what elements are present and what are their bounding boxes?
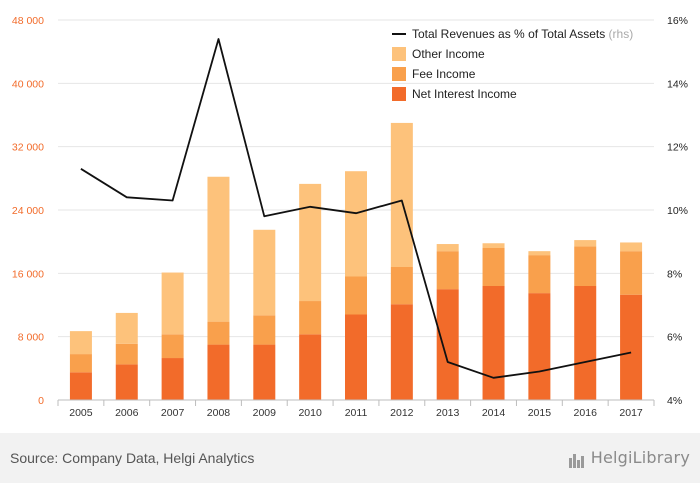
x-tick-label: 2009 <box>253 407 277 419</box>
bar-net-interest-income <box>69 372 92 400</box>
bar-fee-income <box>620 251 643 295</box>
y-right-tick-label: 12% <box>667 142 688 154</box>
bar-other-income <box>161 272 184 335</box>
y-left-tick-label: 40 000 <box>12 78 44 90</box>
bar-net-interest-income <box>436 289 459 400</box>
bar-net-interest-income <box>390 304 413 400</box>
legend-color-swatch <box>392 67 406 81</box>
bar-fee-income <box>436 251 459 290</box>
left-axis: 0 8 000 16 000 24 000 32 000 40 000 48 000 <box>12 15 44 407</box>
x-tick-label: 2017 <box>619 407 643 419</box>
y-left-tick-label: 24 000 <box>12 205 44 217</box>
y-right-tick-label: 10% <box>667 205 688 217</box>
helgi-library-logo[interactable]: HelgiLibrary <box>568 448 690 468</box>
bar-other-income <box>115 312 138 344</box>
bar-net-interest-income <box>253 344 276 400</box>
bar-fee-income <box>390 267 413 305</box>
bar-other-income <box>482 243 505 248</box>
x-tick-label: 2005 <box>69 407 93 419</box>
bar-net-interest-income <box>528 293 551 400</box>
x-tick-label: 2008 <box>207 407 231 419</box>
y-left-tick-label: 48 000 <box>12 15 44 27</box>
bar-net-interest-income <box>620 294 643 400</box>
legend-color-swatch <box>392 47 406 61</box>
bar-net-interest-income <box>345 314 367 400</box>
y-left-tick-label: 8 000 <box>18 332 44 344</box>
legend-color-swatch <box>392 87 406 101</box>
bar-net-interest-income <box>207 344 230 400</box>
y-right-tick-label: 16% <box>667 15 688 27</box>
bar-fee-income <box>574 246 597 286</box>
bar-net-interest-income <box>574 286 597 400</box>
bar-net-interest-income <box>115 364 138 400</box>
legend-label-suffix: (rhs) <box>605 27 633 41</box>
bar-fee-income <box>161 334 184 359</box>
bar-other-income <box>528 251 551 256</box>
bar-fee-income <box>345 276 367 315</box>
x-tick-label: 2016 <box>574 407 598 419</box>
y-left-tick-label: 32 000 <box>12 142 44 154</box>
x-tick-label: 2011 <box>345 407 368 419</box>
legend: Total Revenues as % of Total Assets (rhs… <box>392 27 633 101</box>
bar-other-income <box>69 331 92 355</box>
chart-plot: 0 8 000 16 000 24 000 32 000 40 000 48 000 4% 6… <box>12 15 688 419</box>
bar-other-income <box>253 229 276 316</box>
x-tick-label: 2012 <box>390 407 414 419</box>
logo-text: HelgiLibrary <box>590 448 690 467</box>
y-right-tick-label: 4% <box>667 395 682 407</box>
y-right-tick-label: 8% <box>667 268 682 280</box>
legend-label: Other Income <box>412 47 485 61</box>
x-tick-label: 2014 <box>482 407 506 419</box>
bar-other-income <box>345 171 367 277</box>
bar-other-income <box>207 176 230 322</box>
bar-other-income <box>390 122 413 268</box>
y-right-tick-label: 6% <box>667 332 682 344</box>
legend-label: Fee Income <box>412 67 476 81</box>
bar-other-income <box>574 240 597 247</box>
x-tick-label: 2010 <box>298 407 322 419</box>
right-axis: 4% 6% 8% 10% 12% 14% 16% <box>667 15 688 407</box>
legend-label: Net Interest Income <box>412 87 517 101</box>
bar-fee-income <box>115 343 138 365</box>
revenue-ratio-line <box>80 38 632 379</box>
x-tick-label: 2013 <box>436 407 460 419</box>
x-tick-label: 2006 <box>115 407 139 419</box>
bar-other-income <box>299 183 322 302</box>
bar-net-interest-income <box>161 358 184 400</box>
x-tick-label: 2015 <box>528 407 552 419</box>
revenue-ratio-polyline <box>80 38 632 379</box>
bar-net-interest-income <box>299 334 322 400</box>
bar-fee-income <box>253 315 276 345</box>
x-axis: 2005 2006 2007 2008 2009 2010 2011 2012 2013 2014… <box>57 399 655 419</box>
legend-label: Total Revenues as % of Total Assets (rhs… <box>412 27 633 41</box>
bar-fee-income <box>528 255 551 294</box>
bars <box>69 122 643 400</box>
library-books-icon <box>568 449 587 468</box>
bar-fee-income <box>482 248 505 286</box>
bar-other-income <box>436 244 459 252</box>
y-left-tick-label: 0 <box>38 395 44 407</box>
y-left-tick-label: 16 000 <box>12 268 44 280</box>
bar-other-income <box>620 242 643 252</box>
x-tick-label: 2007 <box>161 407 185 419</box>
bar-fee-income <box>207 321 230 345</box>
y-right-tick-label: 14% <box>667 78 688 90</box>
source-note: Source: Company Data, Helgi Analytics <box>10 450 255 466</box>
bar-fee-income <box>299 301 322 335</box>
bar-net-interest-income <box>482 286 505 400</box>
bar-fee-income <box>69 354 92 373</box>
